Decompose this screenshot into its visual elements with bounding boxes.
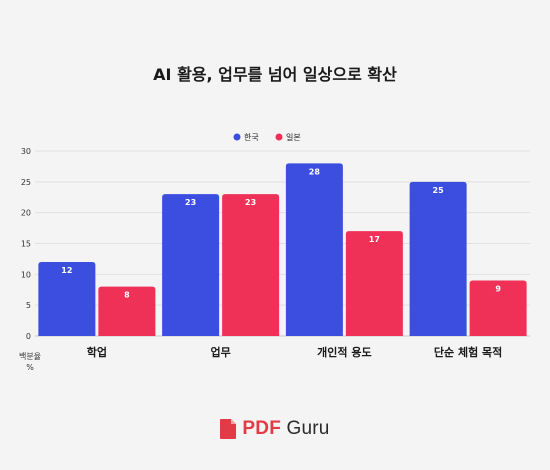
x-tick-label: 학업 [87, 345, 107, 359]
data-label: 17 [369, 235, 380, 244]
y-axis-ticks: 0 5 10 15 20 25 30 [21, 147, 31, 341]
bar-1-0 [162, 194, 220, 336]
y-tick-label: 5 [26, 301, 31, 310]
y-tick-label: 10 [21, 270, 31, 279]
data-label: 9 [495, 285, 501, 294]
legend-label: 일본 [286, 133, 301, 142]
chart-title: AI 활용, 업무를 넘어 일상으로 확산 [153, 65, 397, 84]
x-tick-label: 업무 [211, 346, 231, 359]
brand-name-rest: Guru [281, 418, 330, 439]
x-tick-label: 단순 체험 목적 [434, 345, 502, 359]
bars: 12 8 23 23 28 17 25 9 [38, 163, 527, 336]
data-label: 8 [124, 291, 130, 300]
x-axis-labels: 학업 업무 개인적 용도 단순 체험 목적 [87, 345, 503, 359]
data-label: 12 [61, 266, 72, 275]
y-tick-label: 20 [21, 209, 31, 218]
legend: 한국 일본 [233, 133, 301, 142]
bar-0-0 [38, 262, 96, 336]
y-tick-label: 25 [21, 178, 31, 187]
y-axis-label-line: % [26, 363, 34, 372]
y-tick-label: 30 [21, 147, 31, 156]
bar-3-0 [409, 181, 467, 336]
bar-1-1 [222, 194, 280, 336]
data-label: 25 [433, 186, 445, 195]
data-label: 28 [309, 167, 321, 176]
y-tick-label: 15 [21, 240, 31, 249]
y-tick-label: 0 [26, 332, 31, 341]
legend-label: 한국 [244, 133, 259, 142]
data-label: 23 [245, 198, 256, 207]
y-axis-label: 백분율% [19, 351, 41, 372]
bar-0-1 [98, 286, 156, 336]
brand-footer: PDF Guru [0, 418, 550, 440]
data-label: 23 [185, 198, 196, 207]
brand-name-accent: PDF [242, 418, 282, 439]
bar-2-1 [345, 231, 403, 336]
legend-marker [275, 133, 283, 141]
brand-name: PDF Guru [242, 418, 329, 440]
pdf-document-icon [220, 419, 237, 439]
x-tick-label: 개인적 용도 [317, 345, 371, 359]
y-axis-label-line: 백분율 [19, 351, 41, 361]
legend-marker [233, 133, 241, 141]
bar-3-1 [469, 280, 527, 336]
bar-2-0 [285, 163, 343, 336]
